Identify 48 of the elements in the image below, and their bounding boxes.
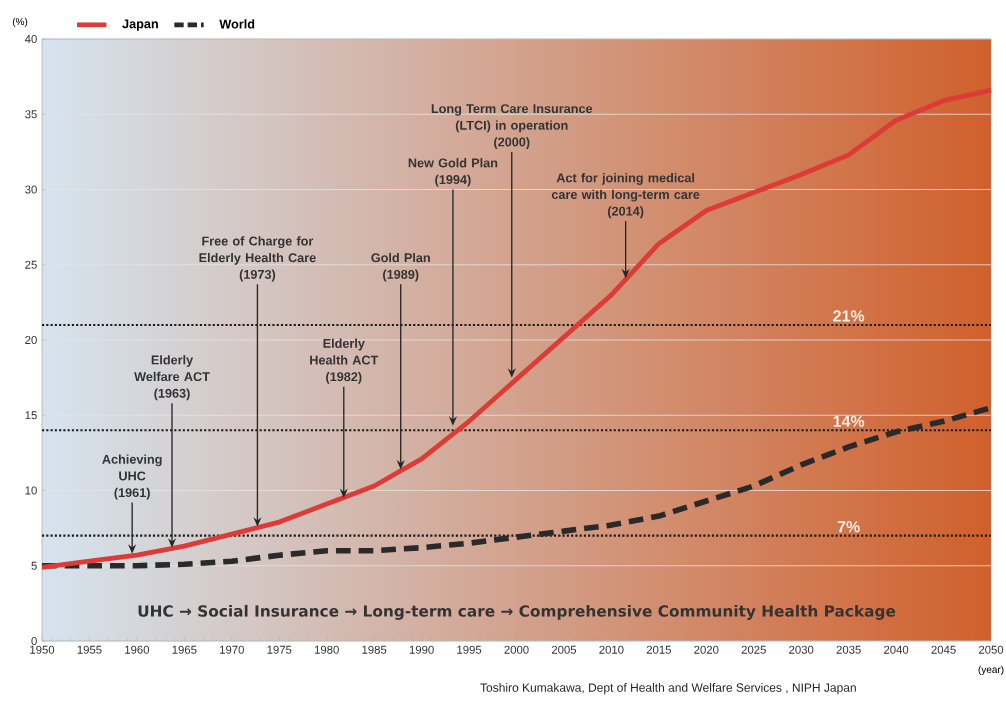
annotation: New Gold Plan (1994) bbox=[408, 158, 498, 187]
x-tick-label: 1975 bbox=[267, 645, 292, 654]
x-tick-label: 1955 bbox=[77, 645, 102, 654]
x-tick-label: 2040 bbox=[884, 645, 909, 654]
annotation: Achieving UHC (1961) bbox=[102, 454, 162, 500]
annotation: UHC → Social Insurance → Long-term care → Comprehensive Community Health Package bbox=[138, 604, 896, 620]
x-tick-label: 2045 bbox=[931, 645, 956, 654]
x-tick-label: 2005 bbox=[551, 645, 577, 654]
x-tick-label: 2035 bbox=[836, 645, 861, 654]
annotation: Gold Plan (1989) bbox=[371, 252, 430, 282]
annotation: Elderly Health ACT (1982) bbox=[310, 338, 379, 384]
annotation: Act for joining medical care with long-term care (2014) bbox=[551, 173, 700, 219]
y-tick-label: 25 bbox=[25, 260, 37, 269]
x-tick-label: 2010 bbox=[599, 645, 624, 654]
x-tick-label: 2030 bbox=[789, 645, 814, 654]
x-tick-label: 2015 bbox=[646, 645, 671, 654]
x-tick-label: 1990 bbox=[409, 645, 434, 654]
x-tick-label: 1950 bbox=[30, 645, 55, 654]
x-axis-title: (year) bbox=[978, 665, 1004, 676]
x-tick-label: 1960 bbox=[125, 645, 150, 654]
x-tick-label: 2050 bbox=[978, 645, 1004, 654]
x-tick-label: 1970 bbox=[220, 645, 244, 654]
x-tick-label: 1980 bbox=[314, 645, 339, 654]
ref-line-label: 7% bbox=[837, 521, 860, 533]
annotation: Long Term Care Insurance (LTCI) in operation (2000) bbox=[431, 104, 593, 149]
x-tick-label: 1985 bbox=[362, 645, 387, 654]
y-axis-title: (%) bbox=[12, 17, 28, 28]
x-tick-label: 2020 bbox=[694, 645, 719, 654]
y-tick-label: 30 bbox=[25, 185, 37, 194]
y-tick-label: 5 bbox=[31, 561, 37, 570]
legend-label: Japan bbox=[122, 19, 158, 31]
x-tick-label: 2000 bbox=[504, 645, 529, 654]
annotation: Free of Charge for Elderly Health Care (1973) bbox=[199, 236, 316, 282]
y-tick-label: 15 bbox=[25, 411, 37, 420]
annotation: Elderly Welfare ACT (1963) bbox=[134, 355, 210, 401]
legend-label: World bbox=[219, 19, 255, 29]
y-tick-label: 20 bbox=[25, 336, 37, 345]
x-tick-label: 1995 bbox=[457, 645, 482, 654]
y-tick-label: 40 bbox=[24, 35, 37, 44]
y-tick-label: 35 bbox=[25, 110, 37, 119]
y-tick-label: 10 bbox=[25, 486, 37, 495]
y-tick-label: 0 bbox=[31, 637, 37, 646]
text: Toshiro Kumakawa, Dept of Health and Welfare Services , NIPH Japan bbox=[480, 683, 856, 695]
line-series bbox=[39, 87, 994, 570]
ref-line-label: 14% bbox=[833, 415, 865, 427]
ref-line-label: 21% bbox=[833, 310, 865, 322]
x-tick-label: 2025 bbox=[741, 645, 766, 654]
x-tick-label: 1965 bbox=[172, 645, 197, 654]
